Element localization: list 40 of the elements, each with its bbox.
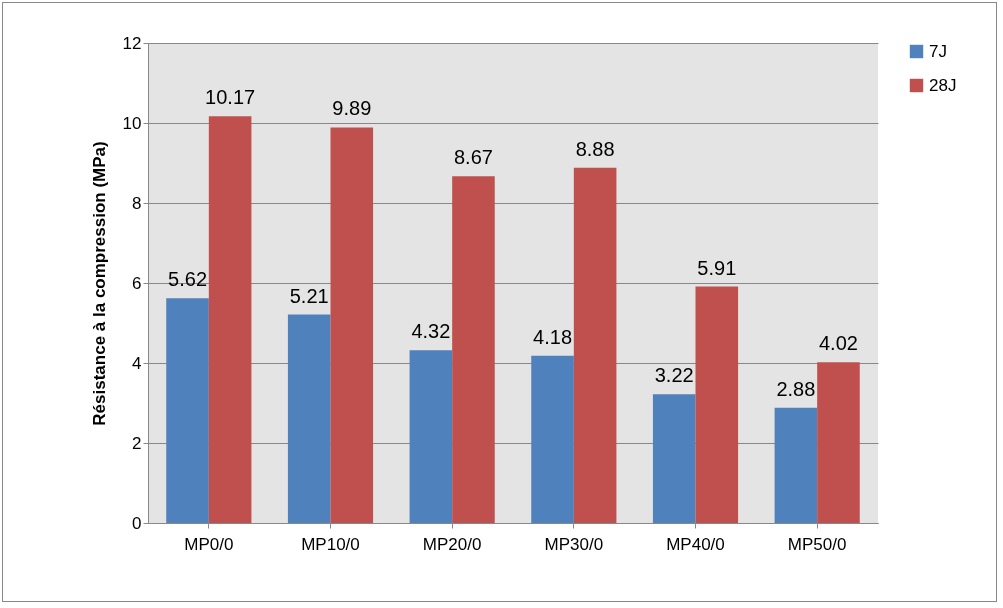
data-label: 2.88 [776, 377, 816, 400]
x-tick-label: MP40/0 [666, 534, 725, 554]
bar [452, 176, 495, 523]
data-label: 4.02 [818, 332, 858, 355]
y-tick-label: 12 [122, 33, 142, 53]
y-tick-label: 4 [132, 353, 142, 373]
y-tick-label: 10 [122, 113, 142, 133]
x-tick-label: MP20/0 [422, 534, 482, 554]
data-label: 9.89 [332, 97, 372, 120]
y-axis-title: Résistance à la compression (MPa) [89, 141, 109, 426]
data-label: 4.18 [533, 325, 573, 348]
legend-label: 28J [929, 75, 957, 95]
data-label: 5.21 [289, 284, 329, 307]
bar [166, 298, 209, 523]
bar [531, 355, 574, 523]
data-label: 5.62 [168, 268, 208, 291]
data-label: 8.88 [575, 137, 615, 160]
bar [774, 407, 818, 523]
bar [287, 314, 331, 523]
bar [330, 127, 374, 523]
bar [409, 350, 453, 523]
x-tick-label: MP10/0 [301, 534, 360, 554]
bar [652, 394, 696, 523]
y-tick-label: 8 [132, 193, 142, 213]
bar [208, 116, 252, 523]
data-label: 10.17 [205, 86, 256, 109]
data-label: 5.91 [697, 256, 737, 279]
x-tick-label: MP30/0 [544, 534, 604, 554]
y-tick-label: 2 [132, 433, 142, 453]
legend-label: 7J [929, 41, 947, 61]
bar [817, 362, 860, 523]
x-tick-label: MP0/0 [184, 534, 234, 554]
bar [695, 286, 739, 523]
data-label: 8.67 [453, 146, 493, 169]
x-tick-label: MP50/0 [787, 534, 847, 554]
data-label: 3.22 [654, 364, 694, 387]
y-tick-label: 6 [132, 273, 142, 293]
data-label: 4.32 [411, 320, 451, 343]
y-tick-label: 0 [132, 513, 142, 533]
bar [573, 167, 617, 523]
